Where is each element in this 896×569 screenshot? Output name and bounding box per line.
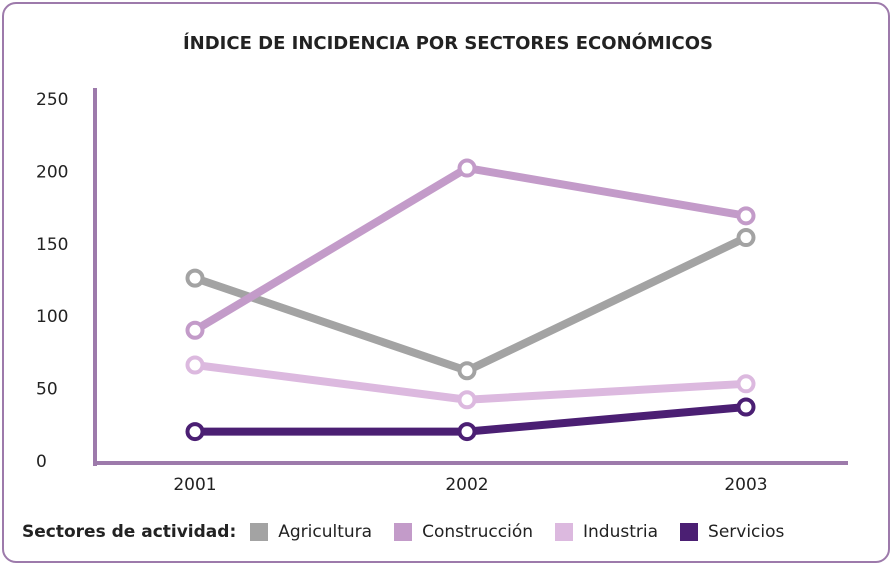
- point-marker: [457, 422, 477, 442]
- point-marker: [457, 390, 477, 410]
- legend-swatch: [680, 523, 699, 541]
- point-marker: [457, 361, 477, 381]
- frame: [2, 2, 890, 563]
- x-tick-label: 2001: [173, 475, 216, 495]
- y-tick-label: 50: [36, 380, 58, 400]
- legend-item: Construcción: [394, 522, 533, 542]
- point-marker: [736, 206, 756, 226]
- x-tick-label: 2002: [445, 475, 488, 495]
- legend-item: Industria: [555, 522, 658, 542]
- legend-swatch: [250, 523, 269, 541]
- y-tick-label: 150: [36, 235, 68, 255]
- y-tick-label: 100: [36, 307, 68, 327]
- legend: Sectores de actividad: Agricultura Constr…: [22, 522, 806, 542]
- legend-item: Agricultura: [250, 522, 372, 542]
- point-marker: [185, 320, 205, 340]
- legend-item: Servicios: [680, 522, 784, 542]
- point-marker: [185, 268, 205, 288]
- legend-swatch: [394, 523, 413, 541]
- point-marker: [185, 355, 205, 375]
- series-line: [193, 233, 748, 375]
- point-marker: [736, 374, 756, 394]
- x-tick-label: 2003: [724, 475, 767, 495]
- y-tick-label: 0: [36, 452, 47, 472]
- legend-label: Construcción: [422, 522, 534, 542]
- legend-label: Industria: [583, 522, 659, 542]
- point-marker: [185, 422, 205, 442]
- y-tick-label: 250: [36, 90, 68, 110]
- legend-label: Servicios: [708, 522, 785, 542]
- point-marker: [457, 158, 477, 178]
- chart-title: ÍNDICE DE INCIDENCIA POR SECTORES ECONÓM…: [183, 32, 713, 54]
- legend-swatch: [555, 523, 574, 541]
- legend-label: Agricultura: [278, 522, 373, 542]
- point-marker: [736, 228, 756, 248]
- y-tick-label: 200: [36, 162, 68, 182]
- legend-title: Sectores de actividad:: [22, 522, 237, 542]
- point-marker: [736, 397, 756, 417]
